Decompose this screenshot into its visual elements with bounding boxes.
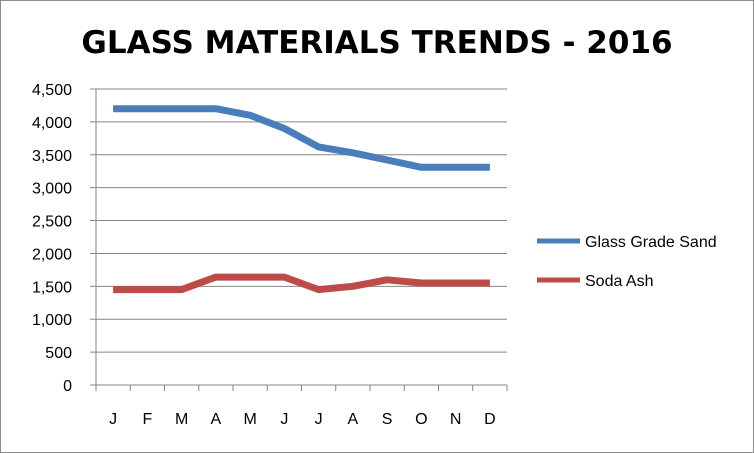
y-tick-label: 2,000 — [32, 246, 72, 263]
x-tick-label: F — [142, 411, 152, 428]
legend-label: Soda Ash — [585, 273, 654, 290]
series-lines — [113, 105, 490, 294]
grid-lines — [96, 88, 507, 353]
x-tick-label: D — [484, 411, 496, 428]
x-tick-label: S — [382, 411, 393, 428]
y-tick-label: 0 — [63, 378, 72, 395]
x-tick-label: J — [280, 411, 288, 428]
y-tick-label: 1,000 — [32, 312, 72, 329]
legend-label: Glass Grade Sand — [585, 234, 717, 251]
x-tick-label: A — [348, 411, 359, 428]
x-tick-label: O — [415, 411, 427, 428]
y-tick-label: 3,000 — [32, 181, 72, 198]
x-tick-label: M — [243, 411, 256, 428]
x-tick-label: A — [211, 411, 222, 428]
y-tick-label: 3,500 — [32, 148, 72, 165]
series-line-soda-ash — [113, 273, 490, 294]
y-tick-label: 500 — [45, 345, 72, 362]
x-tick-label: J — [315, 411, 323, 428]
x-tick-label: J — [109, 411, 117, 428]
y-tick-label: 1,500 — [32, 279, 72, 296]
y-tick-label: 4,000 — [32, 115, 72, 132]
x-tick-label: M — [175, 411, 188, 428]
x-tick-label: N — [450, 411, 462, 428]
series-line-glass-grade-sand — [113, 105, 490, 171]
y-tick-labels: 0 500 1,000 1,500 2,000 2,500 3,000 3,500 4,000 4… — [32, 82, 72, 395]
legend: Glass Grade Sand Soda Ash — [537, 234, 717, 290]
chart-title: GLASS MATERIALS TRENDS - 2016 — [81, 25, 673, 61]
axes — [90, 88, 508, 391]
y-tick-label: 4,500 — [32, 82, 72, 99]
y-tick-label: 2,500 — [32, 214, 72, 231]
